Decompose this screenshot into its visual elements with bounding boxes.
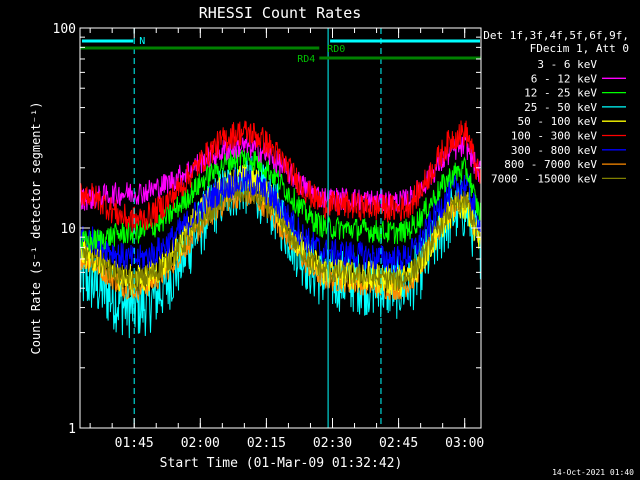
y-tick-label-10: 10 <box>60 222 76 237</box>
annotation-label-RD4: RD4 <box>297 54 315 65</box>
chart-title: RHESSI Count Rates <box>199 4 362 22</box>
series-line-100-300keV <box>80 120 481 233</box>
y-tick-label-100: 100 <box>53 22 76 37</box>
x-tick-label-0215: 02:15 <box>247 436 286 451</box>
x-tick-label-0230: 02:30 <box>313 436 352 451</box>
legend-label-0: 3 - 6 keV <box>537 58 597 71</box>
legend-label-8: 7000 - 15000 keV <box>491 172 597 185</box>
legend-label-6: 300 - 800 keV <box>511 144 597 157</box>
plot-area: N RD0 RD4 <box>79 28 481 428</box>
legend: Det 1f,3f,4f,5f,6f,9f,FDecim 1, Att 0 3 -… <box>483 29 629 185</box>
annotation-label-RD0: RD0 <box>327 44 345 55</box>
x-tick-label-0145: 01:45 <box>115 436 154 451</box>
x-tick-label-0200: 02:00 <box>181 436 220 451</box>
series-line-12-25keV <box>80 149 481 252</box>
series-line-7000-15000keV <box>80 180 481 292</box>
legend-label-1: 6 - 12 keV <box>531 72 598 85</box>
x-axis-label: Start Time (01-Mar-09 01:32:42) <box>160 456 403 471</box>
legend-label-5: 100 - 300 keV <box>511 130 597 143</box>
x-tick-label-0245: 02:45 <box>379 436 418 451</box>
legend-label-2: 12 - 25 keV <box>524 87 597 100</box>
x-tick-label-0300: 03:00 <box>445 436 484 451</box>
axes: 1 10 100 01:45 02:00 02:15 02:30 02:45 03:00 <box>53 22 485 451</box>
legend-header-1: FDecim 1, Att 0 <box>530 42 629 55</box>
y-axis-label: Count Rate (s⁻¹ detector segment⁻¹) <box>29 102 43 355</box>
legend-label-3: 25 - 50 keV <box>524 101 597 114</box>
legend-header-0: Det 1f,3f,4f,5f,6f,9f, <box>483 29 629 42</box>
legend-label-4: 50 - 100 keV <box>518 115 598 128</box>
series-line-300-800keV <box>80 168 481 274</box>
legend-label-7: 800 - 7000 keV <box>504 158 597 171</box>
y-tick-label-1: 1 <box>68 422 76 437</box>
footer-timestamp: 14-Oct-2021 01:40 <box>552 468 634 477</box>
annotation-label-N: N <box>139 36 145 47</box>
